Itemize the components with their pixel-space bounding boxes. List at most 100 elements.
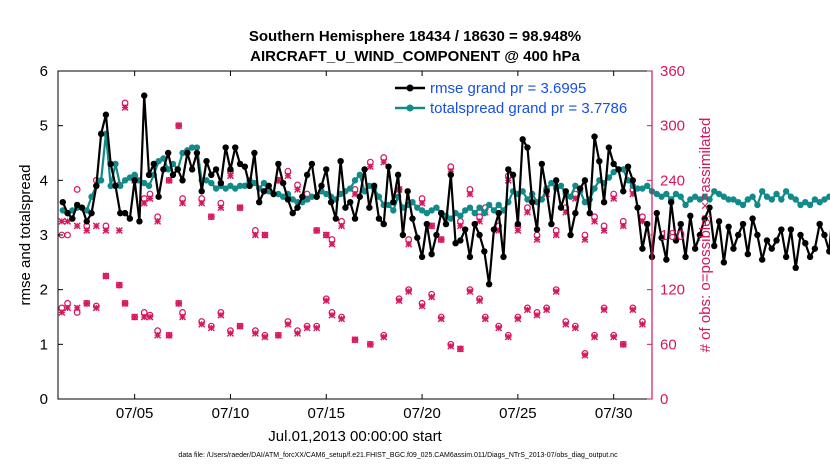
totalspread-point	[212, 185, 220, 192]
obs-assimilated-marker	[481, 315, 489, 323]
rmse-point	[687, 212, 694, 220]
totalspread-point	[725, 196, 732, 203]
obs-assimilated-marker	[217, 311, 225, 319]
rmse-point	[188, 166, 196, 173]
obs-assimilated-marker	[366, 340, 374, 348]
rmse-point	[567, 231, 574, 239]
rmse-point	[370, 182, 378, 189]
totalspread-point	[481, 209, 488, 217]
y-left-tick-label: 3	[40, 227, 48, 244]
rmse-point	[457, 237, 464, 244]
totalspread-point	[131, 171, 138, 179]
totalspread-point	[778, 196, 785, 203]
totalspread-point	[83, 207, 90, 214]
obs-assimilated-marker	[456, 345, 464, 353]
totalspread-point	[706, 196, 713, 203]
totalspread-point	[308, 193, 316, 200]
totalspread-point	[797, 201, 804, 209]
obs-assimilated-marker	[121, 103, 129, 111]
obs-assimilated-marker	[552, 231, 560, 239]
totalspread-point	[428, 207, 435, 214]
obs-assimilated-marker	[638, 320, 646, 328]
obs-assimilated-marker	[437, 315, 445, 323]
obs-assimilated-marker	[226, 329, 234, 337]
rmse-point	[284, 196, 292, 203]
obs-assimilated-marker	[179, 199, 187, 207]
rmse-point	[490, 226, 498, 233]
rmse-point	[203, 158, 210, 165]
rmse-point	[112, 182, 119, 189]
rmse-point	[768, 245, 775, 252]
rmse-point	[754, 231, 761, 239]
obs-assimilated-marker	[146, 195, 154, 203]
totalspread-point	[567, 193, 574, 200]
obs-assimilated-marker	[121, 299, 129, 307]
totalspread-point	[758, 188, 766, 195]
obs-assimilated-marker	[591, 217, 599, 225]
rmse-point	[303, 171, 311, 179]
obs-assimilated-marker	[294, 185, 302, 193]
rmse-point	[260, 188, 268, 195]
rmse-point	[409, 215, 416, 222]
totalspread-point	[811, 196, 819, 203]
rmse-point	[730, 245, 737, 252]
obs-assimilated-marker	[476, 297, 484, 305]
obs-assimilated-marker	[313, 324, 321, 332]
rmse-point	[533, 226, 541, 233]
obs-assimilated-marker	[514, 226, 522, 234]
totalspread-point	[744, 196, 752, 203]
rmse-point	[418, 253, 426, 261]
rmse-point	[591, 133, 598, 140]
rmse-point	[390, 199, 397, 206]
totalspread-point	[490, 207, 498, 214]
rmse-point	[696, 231, 704, 239]
rmse-point	[763, 237, 771, 244]
obs-assimilated-marker	[236, 204, 244, 212]
totalspread-point	[495, 201, 502, 209]
rmse-point	[792, 264, 799, 271]
rmse-point	[596, 158, 603, 165]
legend-spread-marker	[406, 104, 414, 112]
rmse-point	[644, 220, 651, 228]
rmse-point	[275, 160, 282, 168]
obs-assimilated-marker	[64, 304, 72, 312]
rmse-point	[466, 253, 474, 261]
totalspread-point	[548, 179, 555, 187]
obs-assimilated-marker	[552, 287, 560, 295]
rmse-point	[744, 250, 752, 258]
rmse-point	[562, 188, 569, 195]
totalspread-point	[519, 188, 526, 195]
obs-assimilated-marker	[581, 351, 589, 359]
obs-assimilated-marker	[610, 333, 618, 341]
rmse-point	[442, 220, 450, 228]
rmse-point	[323, 166, 330, 173]
totalspread-point	[164, 166, 172, 173]
obs-assimilated-marker	[533, 236, 541, 244]
obs-assimilated-marker	[543, 306, 551, 314]
plot-area	[57, 70, 653, 400]
obs-assimilated-marker	[380, 158, 388, 166]
totalspread-point	[754, 201, 761, 209]
totalspread-point	[826, 193, 830, 200]
rmse-point	[500, 253, 507, 261]
totalspread-point	[457, 212, 464, 220]
rmse-point	[514, 220, 522, 228]
totalspread-point	[663, 190, 670, 198]
obs-assimilated-marker	[610, 195, 618, 203]
y-left-tick-label: 6	[40, 63, 48, 80]
rmse-point	[414, 234, 421, 241]
rmse-point	[222, 144, 229, 151]
rmse-point	[572, 209, 579, 217]
totalspread-point	[677, 193, 684, 200]
obs-assimilated-marker	[92, 222, 100, 230]
rmse-point	[629, 177, 637, 184]
obs-assimilated-marker	[405, 240, 413, 248]
rmse-point	[806, 253, 814, 261]
rmse-point	[471, 220, 478, 228]
rmse-point	[581, 177, 589, 184]
obs-assimilated-marker	[83, 226, 91, 234]
rmse-point	[452, 240, 459, 247]
rmse-point	[519, 136, 526, 143]
rmse-point	[739, 220, 747, 228]
totalspread-point	[821, 196, 828, 203]
